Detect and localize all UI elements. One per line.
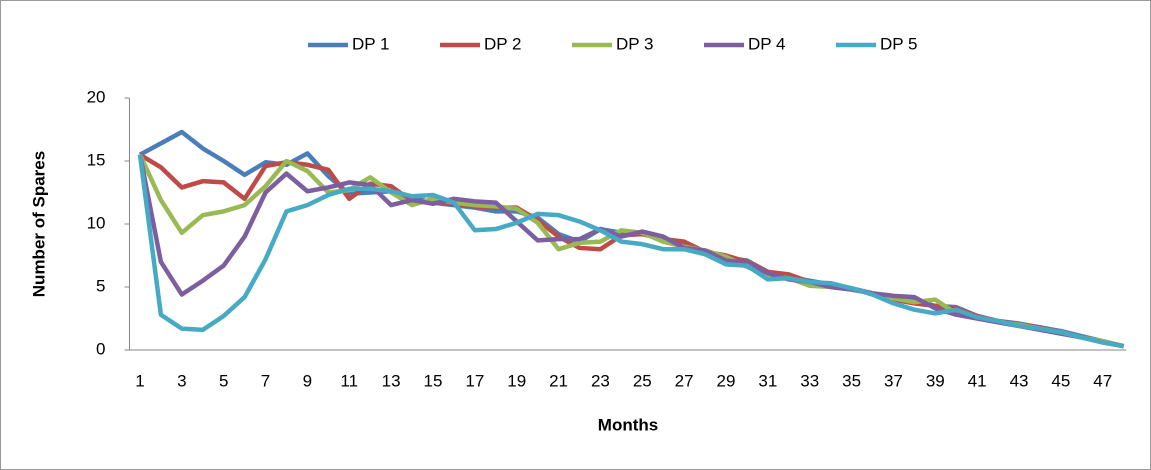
x-tick-label: 29	[717, 371, 736, 390]
x-tick-label: 9	[303, 371, 312, 390]
x-tick-label: 11	[340, 371, 358, 390]
x-tick-label: 1	[135, 371, 144, 390]
x-tick-label: 43	[1010, 371, 1029, 390]
x-tick-label: 25	[633, 371, 652, 390]
x-tick-label: 17	[465, 371, 484, 390]
x-tick-label: 19	[507, 371, 526, 390]
x-tick-label: 15	[424, 371, 443, 390]
series-line	[137, 154, 1125, 349]
legend-label: DP 3	[616, 34, 654, 53]
y-tick-label: 0	[96, 339, 105, 358]
legend-label: DP 5	[880, 34, 918, 53]
x-tick-label: 21	[549, 371, 568, 390]
y-tick-label: 10	[87, 213, 106, 232]
x-tick-label: 45	[1051, 371, 1070, 390]
x-tick-label: 7	[261, 371, 270, 390]
x-tick-label: 47	[1093, 371, 1112, 390]
x-tick-label: 33	[800, 371, 819, 390]
x-tick-label: 23	[591, 371, 610, 390]
x-tick-label: 5	[219, 371, 228, 390]
x-axis-title: Months	[598, 415, 658, 434]
x-tick-label: 35	[842, 371, 861, 390]
y-tick-label: 5	[96, 276, 105, 295]
x-tick-label: 3	[177, 371, 186, 390]
x-tick-label: 27	[675, 371, 694, 390]
legend-label: DP 2	[484, 34, 522, 53]
y-tick-label: 20	[87, 87, 106, 106]
legend-label: DP 1	[352, 34, 390, 53]
y-tick-label: 15	[87, 150, 106, 169]
x-tick-label: 13	[382, 371, 401, 390]
y-axis-title: Number of Spares	[29, 151, 48, 297]
x-tick-label: 37	[884, 371, 903, 390]
series-line	[137, 154, 1125, 349]
legend-label: DP 4	[748, 34, 786, 53]
x-tick-label: 31	[758, 371, 777, 390]
x-tick-label: 39	[926, 371, 945, 390]
x-tick-label: 41	[968, 371, 987, 390]
